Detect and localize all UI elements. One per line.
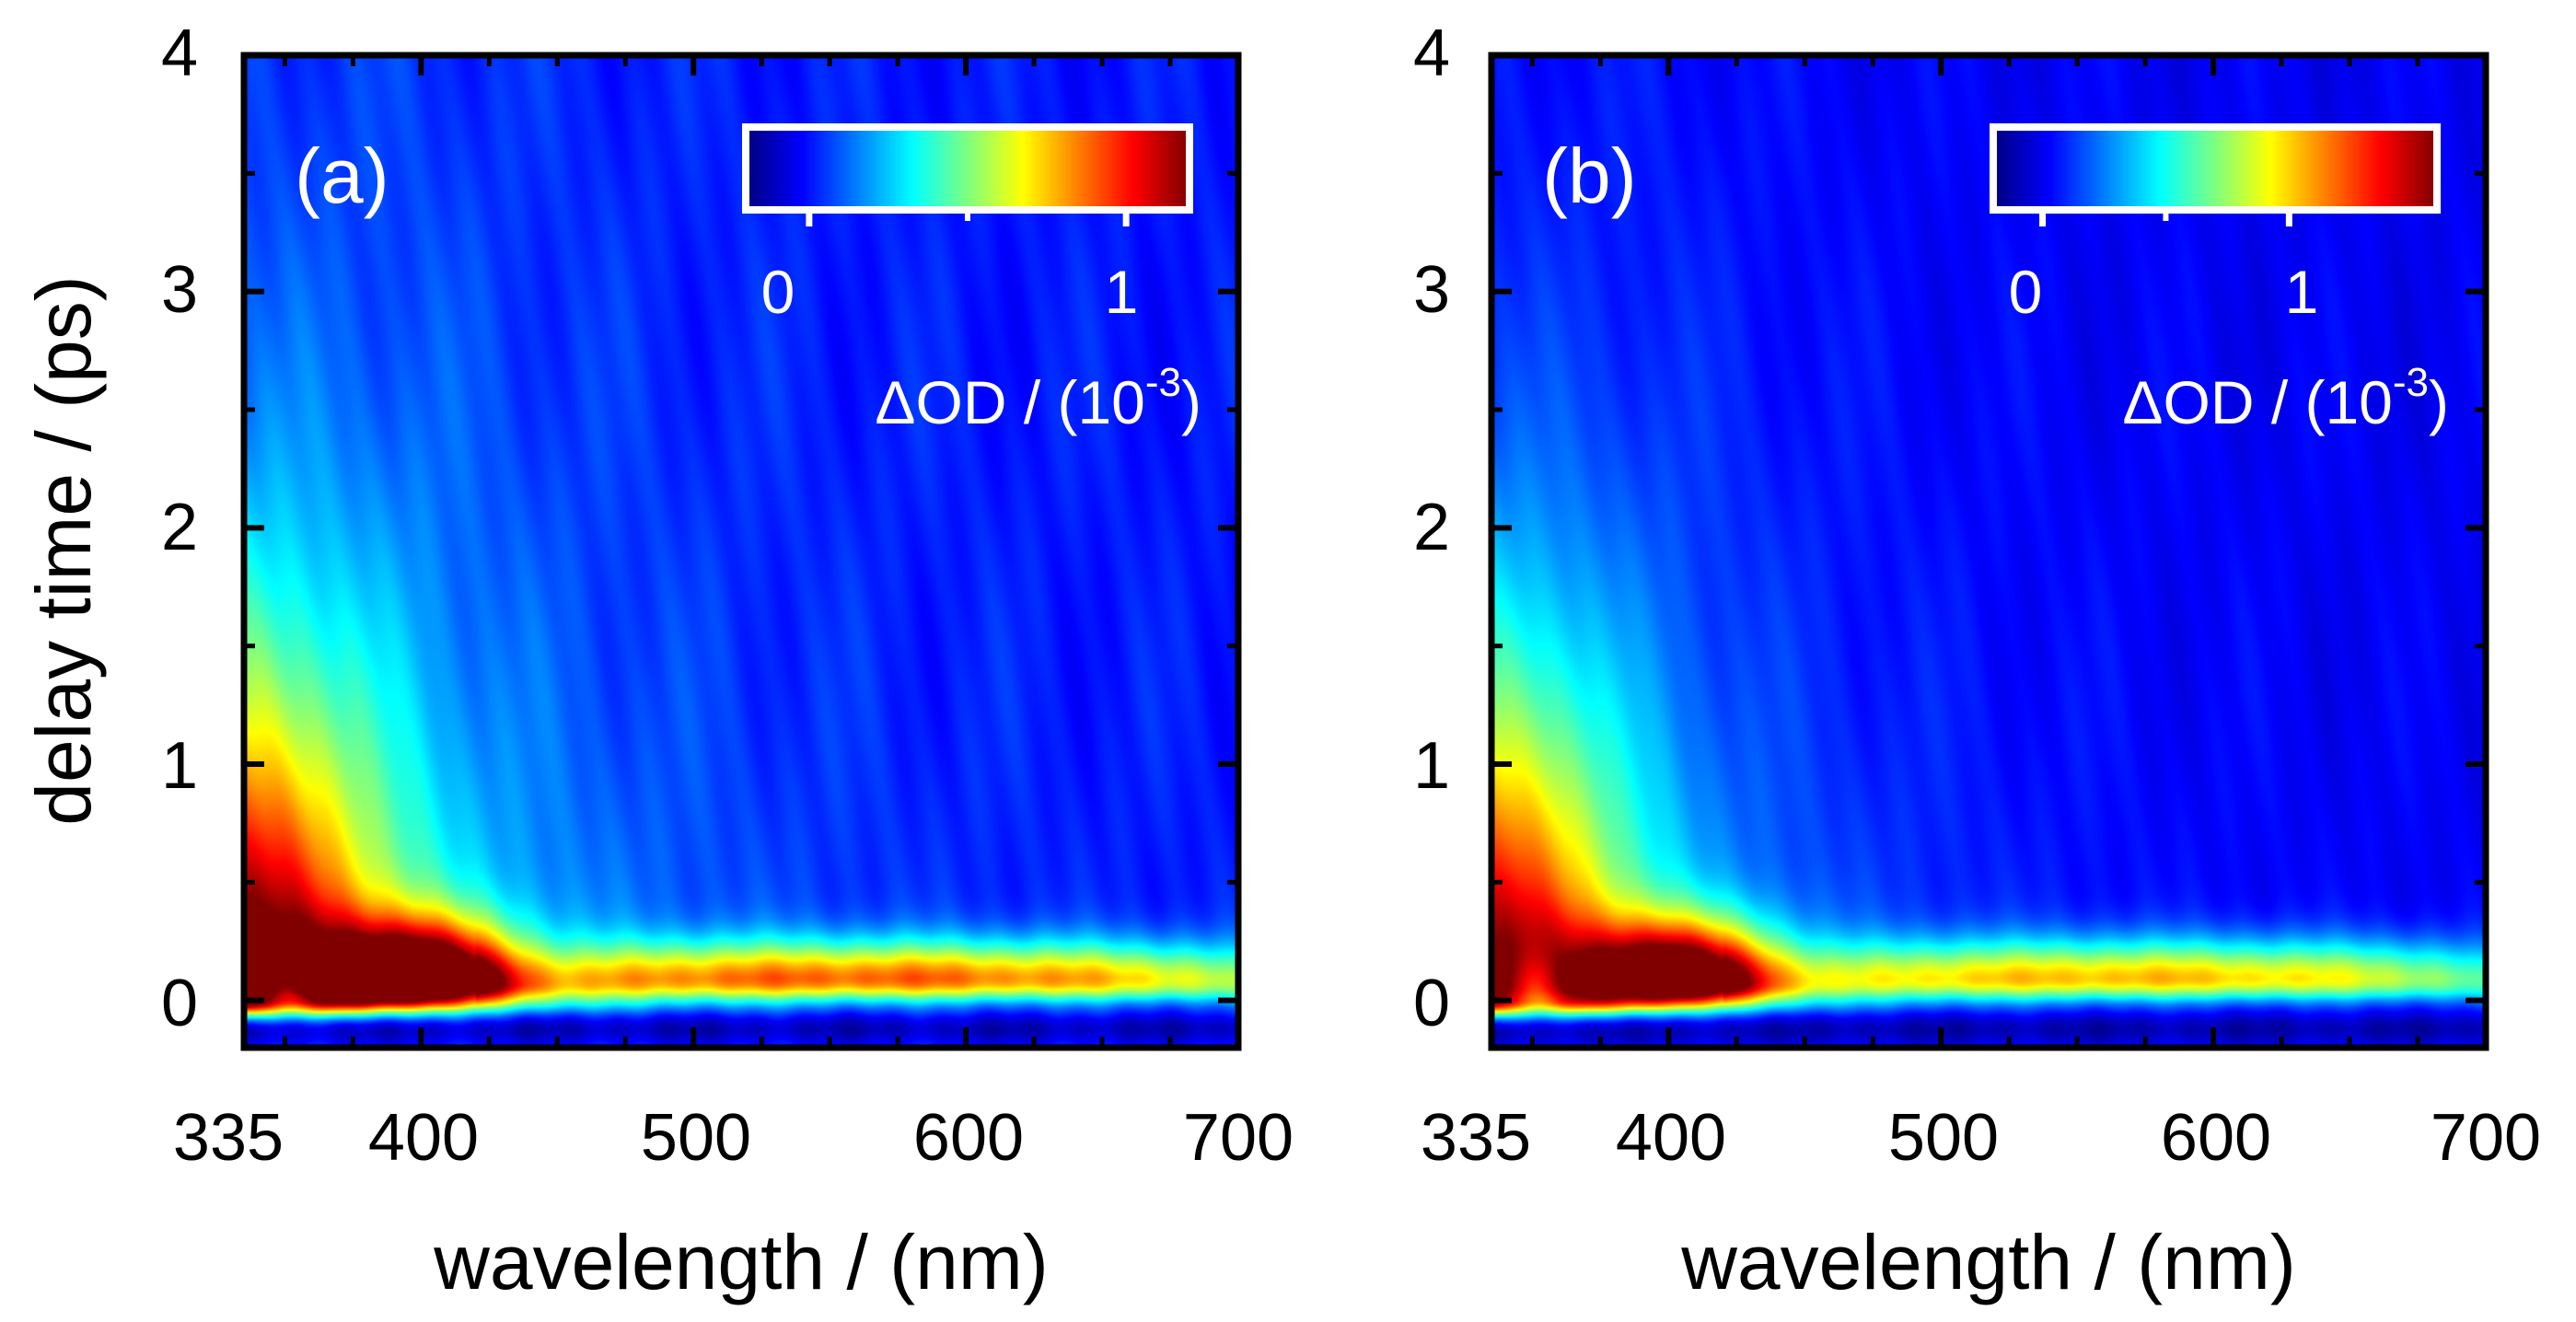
panel-a-ytick-labels: 0 1 2 3 4 (161, 17, 198, 1040)
panel-b-label: (b) (1542, 133, 1637, 219)
panel-b-xtick-label: 700 (2431, 1101, 2541, 1175)
panel-a-xtick-label: 600 (913, 1101, 1024, 1175)
panel-a-colorbar-label: ΔOD / (10-3) (875, 360, 1201, 436)
panel-b-ytick-label: 3 (1413, 253, 1450, 327)
panel-b-colorbar-label: ΔOD / (10-3) (2122, 360, 2449, 436)
panel-a-xtick-labels: 335 400 500 600 700 (173, 1101, 1294, 1175)
panel-a-xtick-label: 400 (368, 1101, 479, 1175)
panel-b-xticks (1489, 55, 2489, 1048)
panel-a-ytick-label: 2 (161, 491, 198, 564)
panel-b-xtick-label: 335 (1421, 1101, 1531, 1175)
panel-a-frame (240, 52, 1242, 1051)
panel-a-colorbar-gradient (746, 127, 1189, 210)
panel-a-colorbar: 0 1 ΔOD / (10-3) (742, 123, 1201, 436)
panel-b-colorbar-ticks (2039, 210, 2292, 226)
panel-a-colorbar-tick-label: 1 (1105, 258, 1139, 326)
panel-b-frame (1488, 52, 2489, 1051)
panel-b-colorbar: 0 1 ΔOD / (10-3) (1990, 123, 2449, 436)
panel-a-ytick-label: 0 (161, 967, 198, 1040)
panel-b: 335 400 500 600 700 0 1 2 3 4 wavelength… (1413, 17, 2541, 1305)
panel-a-ytick-label: 4 (161, 17, 198, 90)
panel-a-colorbar-tick-label: 0 (761, 258, 795, 326)
panel-b-xtick-label: 600 (2161, 1101, 2271, 1175)
panel-b-ytick-labels: 0 1 2 3 4 (1413, 17, 1450, 1040)
panel-a-colorbar-ticks (806, 210, 1130, 226)
panel-b-xlabel: wavelength / (nm) (1680, 1219, 2296, 1305)
panel-a-xtick-label: 335 (173, 1101, 284, 1175)
panel-b-yticks (1491, 52, 2486, 1003)
panel-b-ytick-label: 1 (1413, 729, 1450, 803)
panel-b-ytick-label: 0 (1413, 967, 1450, 1040)
panel-a: 335 400 500 600 700 0 1 2 3 4 wavelength… (20, 17, 1294, 1305)
panel-b-xtick-label: 500 (1888, 1101, 1999, 1175)
panel-a-label: (a) (295, 133, 389, 219)
panel-b-xtick-labels: 335 400 500 600 700 (1421, 1101, 2541, 1175)
panel-b-heatmap (1491, 55, 2486, 1048)
panel-b-colorbar-gradient (1993, 127, 2437, 210)
panel-a-xticks (241, 55, 1241, 1048)
panel-b-colorbar-tick-label: 1 (2285, 258, 2319, 326)
panel-b-colorbar-frame (1990, 123, 2441, 214)
panel-a-ytick-label: 3 (161, 253, 198, 327)
panel-a-yticks (244, 52, 1238, 1003)
panel-a-xtick-label: 700 (1183, 1101, 1294, 1175)
panel-b-ytick-label: 4 (1413, 17, 1450, 90)
panel-a-heatmap (244, 55, 1238, 1048)
panel-b-xtick-label: 400 (1616, 1101, 1726, 1175)
panel-b-ytick-label: 2 (1413, 491, 1450, 564)
panel-a-xlabel: wavelength / (nm) (433, 1219, 1049, 1305)
panel-a-xtick-label: 500 (641, 1101, 751, 1175)
panel-b-colorbar-tick-label: 0 (2009, 258, 2043, 326)
panel-a-ytick-label: 1 (161, 729, 198, 803)
panel-a-ylabel: delay time / (ps) (20, 275, 107, 826)
